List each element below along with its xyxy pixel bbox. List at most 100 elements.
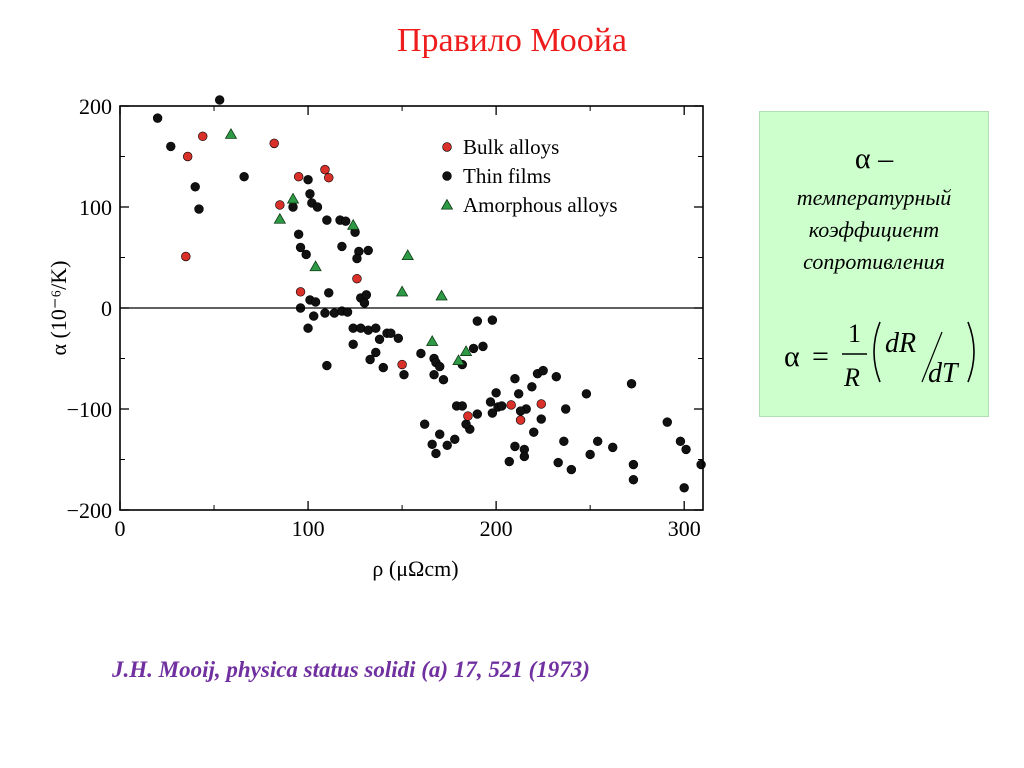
data-point-circle [628, 459, 639, 470]
data-point-triangle [273, 212, 287, 224]
data-point-circle [487, 315, 498, 325]
slide-title: Правило Моойа [396, 22, 628, 59]
data-point-circle [322, 360, 332, 371]
data-point-circle [166, 141, 176, 152]
tcr-formula: α = 1 R dR dT [784, 319, 975, 392]
formula-box: α – температурный коэффициент сопротивле… [759, 111, 989, 417]
y-tick-label: 200 [79, 94, 112, 119]
data-point-circle [435, 361, 445, 372]
data-point-circle [320, 164, 330, 175]
data-point-circle [152, 113, 163, 123]
data-point-circle [478, 341, 488, 352]
data-point-circle [457, 401, 467, 411]
data-point-triangle [224, 127, 238, 139]
data-point-circle [365, 354, 375, 365]
alpha-description: температурный коэффициент сопротивления [760, 182, 988, 278]
data-point-circle [696, 459, 706, 470]
data-point-circle [431, 448, 441, 459]
data-point-circle [416, 348, 426, 359]
data-point-circle [359, 298, 370, 308]
data-point-circle [214, 95, 225, 105]
data-point-circle [427, 439, 437, 450]
data-point-triangle [309, 260, 322, 272]
data-point-circle [461, 419, 471, 429]
data-point-circle [303, 175, 313, 185]
data-point-triangle [286, 192, 300, 204]
data-point-triangle [425, 335, 439, 346]
data-point-circle [342, 307, 353, 317]
data-point-circle [190, 182, 200, 192]
data-point-triangle [395, 285, 409, 297]
data-point-circle [592, 436, 603, 447]
data-point-circle [553, 457, 563, 468]
formula-denominator: R [843, 363, 860, 392]
data-point-circle [450, 434, 460, 444]
chart-legend: Bulk alloys Thin films Amorphous alloys [440, 135, 618, 217]
data-point-circle [536, 399, 546, 409]
data-point-circle [536, 414, 546, 424]
data-point-circle [529, 427, 539, 437]
data-point-circle [559, 436, 569, 447]
scatter-chart: 0 100 200 300 200 100 0 −100 −200 ρ (μΩcm) α (10⁻⁶… [46, 94, 706, 581]
legend-label: Amorphous alloys [463, 193, 618, 217]
desc-line: коэффициент [808, 217, 940, 242]
data-point-circle [322, 215, 332, 225]
data-point-circle [485, 397, 496, 407]
data-point-circle [519, 451, 530, 462]
data-point-circle [510, 374, 520, 384]
x-axis-label: ρ (μΩcm) [372, 556, 458, 581]
data-point-circle [363, 245, 373, 256]
data-point-circle [239, 171, 249, 182]
data-point-circle [371, 347, 381, 358]
data-point-circle [608, 442, 618, 453]
data-point-circle [293, 229, 304, 239]
data-point-circle [301, 249, 311, 260]
data-point-circle [472, 316, 483, 326]
data-point-circle [506, 400, 516, 410]
formula-equals: = [812, 340, 829, 373]
desc-line: сопротивления [803, 249, 945, 274]
data-point-circle [497, 401, 507, 411]
data-point-circle [361, 290, 372, 300]
data-point-circle [566, 464, 577, 475]
data-point-circle [626, 379, 637, 389]
data-point-circle [393, 333, 404, 344]
data-point-triangle [347, 218, 360, 230]
data-point-circle [429, 369, 439, 380]
data-point-circle [352, 253, 362, 264]
data-point-circle [352, 274, 362, 284]
legend-marker [442, 171, 452, 181]
data-point-circle [628, 475, 639, 485]
formula-numerator: 1 [848, 319, 861, 348]
x-tick-label: 100 [292, 516, 325, 541]
y-tick-label: −200 [67, 498, 112, 523]
x-tick-label: 200 [480, 516, 513, 541]
slash [921, 331, 943, 383]
data-point-circle [386, 328, 396, 338]
legend-marker [442, 142, 452, 152]
data-point-circle [515, 406, 526, 416]
data-point-circle [419, 419, 430, 429]
formula-dT: dT [928, 358, 960, 389]
data-point-circle [183, 151, 193, 162]
data-point-circle [340, 216, 351, 226]
data-point-triangle [459, 345, 473, 356]
data-point-circle [681, 444, 691, 455]
data-point-circle [324, 288, 334, 298]
data-point-circle [399, 369, 409, 380]
data-point-circle [662, 417, 672, 427]
citation: J.H. Mooij, physica status solidi (a) 17… [112, 657, 590, 682]
data-point-circle [269, 138, 279, 149]
data-point-triangle [401, 249, 414, 261]
data-point-circle [438, 375, 449, 385]
data-point-circle [324, 173, 334, 183]
alpha-heading: α – [854, 142, 894, 175]
y-tick-label: −100 [67, 397, 112, 422]
data-point-circle [288, 202, 298, 212]
data-point-circle [468, 343, 479, 354]
legend-label: Bulk alloys [463, 135, 559, 159]
legend-marker [440, 198, 454, 210]
data-point-circle [295, 242, 306, 253]
data-point-circle [515, 415, 526, 425]
data-point-circle [472, 409, 483, 419]
